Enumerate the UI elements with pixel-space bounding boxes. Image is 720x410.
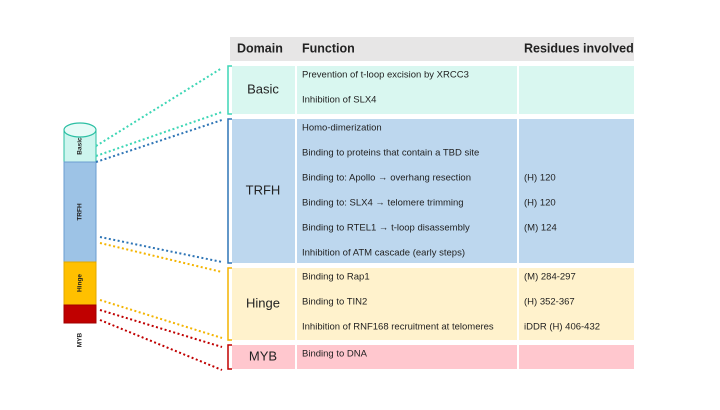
connector bbox=[99, 236, 223, 263]
residue-text: (H) 120 bbox=[524, 198, 556, 209]
domain-cell bbox=[232, 119, 295, 263]
function-text: Binding to TIN2 bbox=[302, 297, 367, 308]
bracket bbox=[227, 65, 232, 115]
domain-cell bbox=[232, 345, 295, 369]
residue-text: (M) 124 bbox=[524, 223, 557, 234]
cyl-top bbox=[63, 122, 97, 138]
function-text: Prevention of t-loop excision by XRCC3 bbox=[302, 70, 469, 81]
connector bbox=[99, 319, 223, 371]
column-header: Residues involved bbox=[524, 41, 634, 55]
domain-label: MYB bbox=[249, 348, 277, 363]
function-text: Binding to RTEL1 → t-loop disassembly bbox=[302, 223, 470, 234]
function-cell bbox=[297, 119, 517, 263]
function-text: Homo-dimerization bbox=[302, 123, 382, 134]
function-text: Binding to proteins that contain a TBD s… bbox=[302, 148, 479, 159]
cylinder-label: Basic bbox=[77, 137, 84, 155]
function-text: Binding to DNA bbox=[302, 349, 368, 360]
connector bbox=[95, 111, 223, 157]
connector bbox=[95, 119, 223, 163]
cylinder-label: MYB bbox=[77, 332, 84, 347]
connector bbox=[99, 299, 223, 339]
function-cell bbox=[297, 345, 517, 369]
residue-cell bbox=[519, 268, 634, 340]
connector bbox=[99, 242, 223, 273]
bracket bbox=[227, 118, 232, 264]
domain-label: TRFH bbox=[246, 182, 281, 197]
function-cell bbox=[297, 268, 517, 340]
cylinder-label: Hinge bbox=[77, 274, 84, 292]
residue-text: (M) 284-297 bbox=[524, 272, 576, 283]
domain-cell bbox=[232, 66, 295, 114]
bracket bbox=[227, 267, 232, 341]
function-text: Binding to: Apollo → overhang resection bbox=[302, 173, 471, 184]
column-header: Domain bbox=[237, 41, 283, 55]
domain-label: Basic bbox=[247, 81, 279, 96]
domain-cell bbox=[232, 268, 295, 340]
residue-cell bbox=[519, 119, 634, 263]
column-header: Function bbox=[302, 41, 355, 55]
cylinder bbox=[63, 122, 97, 324]
connector bbox=[99, 309, 223, 348]
function-text: Inhibition of SLX4 bbox=[302, 95, 376, 106]
residue-cell bbox=[519, 345, 634, 369]
function-text: Binding to: SLX4 → telomere trimming bbox=[302, 198, 464, 209]
function-text: Binding to Rap1 bbox=[302, 272, 370, 283]
domain-label: Hinge bbox=[246, 295, 280, 310]
cyl-myb bbox=[63, 304, 97, 324]
connector bbox=[95, 67, 223, 147]
function-text: Inhibition of RNF168 recruitment at telo… bbox=[302, 322, 494, 333]
residue-cell bbox=[519, 66, 634, 114]
header-bg bbox=[230, 37, 634, 61]
cyl-trfh bbox=[63, 161, 97, 263]
function-text: Inhibition of ATM cascade (early steps) bbox=[302, 248, 465, 259]
function-cell bbox=[297, 66, 517, 114]
residue-text: iDDR (H) 406-432 bbox=[524, 322, 600, 333]
residue-text: (H) 120 bbox=[524, 173, 556, 184]
residue-text: (H) 352-367 bbox=[524, 297, 575, 308]
cylinder-label: TRFH bbox=[77, 203, 84, 221]
bracket bbox=[227, 344, 232, 370]
